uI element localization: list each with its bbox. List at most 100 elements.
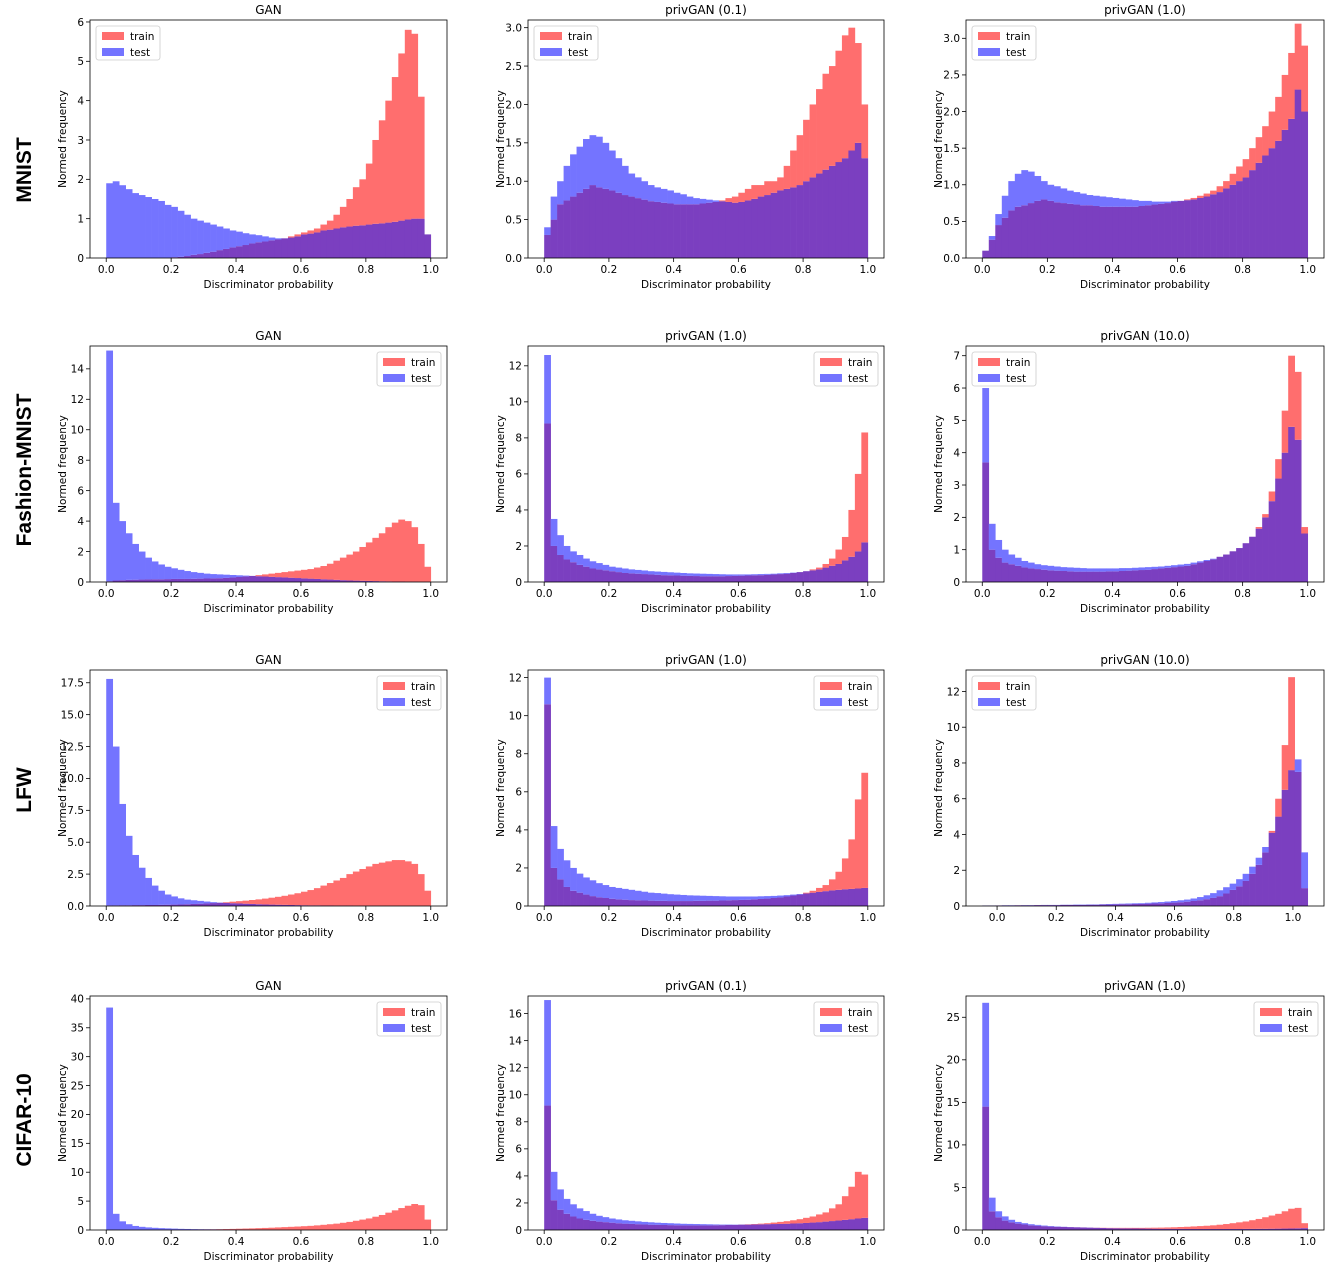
bar-overlap <box>828 1221 836 1230</box>
legend: train test <box>813 675 879 711</box>
bar-overlap <box>164 904 172 906</box>
x-tick-label: 0.6 <box>730 912 747 924</box>
y-tick-label: 0 <box>515 1225 522 1237</box>
bar-test <box>751 574 759 576</box>
x-tick-label: 1.0 <box>859 912 876 924</box>
bar-train <box>835 871 843 890</box>
bar-overlap <box>1171 1228 1178 1230</box>
bar-test <box>112 502 120 581</box>
bar-overlap <box>841 560 849 582</box>
bar-test <box>119 521 126 581</box>
bar-overlap <box>563 1213 571 1230</box>
bar-overlap <box>1151 1228 1159 1230</box>
bar-overlap <box>1210 559 1217 582</box>
bar-overlap <box>223 902 230 906</box>
bar-train <box>822 885 830 892</box>
bar-overlap <box>557 204 564 258</box>
bar-train <box>242 1228 250 1230</box>
bar-overlap <box>1066 904 1074 906</box>
bar-test <box>171 896 178 905</box>
y-tick-label: 3 <box>77 135 84 147</box>
bar-overlap <box>1105 206 1113 258</box>
bar-train <box>352 1220 360 1230</box>
bar-train <box>365 542 373 581</box>
y-axis-label: Normed frequency <box>57 415 69 513</box>
bar-overlap <box>262 904 269 906</box>
bar-test <box>164 894 172 905</box>
bar-overlap <box>680 575 687 582</box>
bar-train <box>262 574 269 577</box>
bar-overlap <box>132 905 139 906</box>
legend-label-train: train <box>848 1007 872 1019</box>
x-tick-label: 0.2 <box>163 588 180 600</box>
y-tick-label: 0 <box>77 577 84 589</box>
bar-overlap <box>326 579 334 582</box>
bar-overlap <box>1014 565 1022 582</box>
bar-overlap <box>725 900 733 906</box>
chart-panel-12: 0.0 0.2 0.4 0.6 0.8 1.0 0 5 10 15 20 25 privGAN (1.0… <box>933 979 1325 1263</box>
bar-overlap <box>1223 554 1230 582</box>
legend: train test <box>533 25 599 61</box>
bar-test <box>589 1213 597 1221</box>
bar-train <box>783 1221 791 1224</box>
legend-label-test: test <box>848 373 868 385</box>
bar-overlap <box>757 1224 765 1230</box>
y-tick-label: 12 <box>71 394 84 406</box>
bar-test <box>706 573 713 577</box>
bar-train <box>417 874 425 906</box>
legend-swatch-test <box>540 48 562 56</box>
bar-overlap <box>229 903 237 906</box>
bar-test <box>621 165 629 196</box>
bar-test <box>184 571 191 579</box>
bar-overlap <box>1229 551 1237 582</box>
bar-overlap <box>1190 199 1198 258</box>
bar-overlap <box>854 888 862 906</box>
bar-train <box>1197 1226 1204 1229</box>
bar-train <box>274 896 282 905</box>
bar-test <box>654 893 661 901</box>
bar-test <box>1014 173 1022 207</box>
bar-test <box>576 146 584 193</box>
bar-overlap <box>1177 200 1185 258</box>
bar-test <box>158 200 165 258</box>
plot-frame <box>527 19 885 259</box>
plot-frame <box>89 995 448 1231</box>
bar-overlap <box>372 223 380 258</box>
bar-overlap <box>1151 204 1159 258</box>
bar-overlap <box>1203 899 1211 906</box>
chart-panel-11: 0.0 0.2 0.4 0.6 0.8 1.0 0 2 4 6 8 10 12 14 16 privGAN (… <box>495 979 885 1263</box>
bar-overlap <box>790 895 797 906</box>
bar-test <box>1255 857 1263 865</box>
y-tick-label: 6 <box>953 794 960 806</box>
bar-overlap <box>359 580 367 582</box>
bar-overlap <box>1001 562 1009 582</box>
legend-label-train: train <box>568 31 592 43</box>
bar-overlap <box>803 571 810 582</box>
bar-overlap <box>796 894 804 906</box>
bar-test <box>706 199 713 203</box>
bar-test <box>210 902 217 904</box>
bar-overlap <box>184 578 191 582</box>
bar-train <box>764 1223 772 1225</box>
bar-train <box>841 35 849 159</box>
bar-train <box>783 165 791 189</box>
bar-train <box>1301 527 1309 534</box>
legend-swatch-test <box>978 48 1000 56</box>
bar-train <box>372 537 380 582</box>
bar-overlap <box>1236 181 1243 258</box>
bar-test <box>1171 900 1178 903</box>
x-tick-label: 0.2 <box>1039 264 1056 276</box>
bar-overlap <box>1177 566 1185 582</box>
legend-swatch-test <box>383 374 405 382</box>
bar-test <box>1164 901 1172 903</box>
bar-overlap <box>287 904 295 906</box>
bar-overlap <box>557 879 564 906</box>
bar-test <box>686 573 694 576</box>
y-tick-label: 10 <box>509 397 522 409</box>
bar-overlap <box>1138 206 1146 258</box>
bar-overlap <box>861 542 869 582</box>
bar-overlap <box>1288 1228 1296 1230</box>
chart-title: GAN <box>255 979 281 993</box>
bar-train <box>385 527 393 582</box>
bar-test <box>764 573 772 575</box>
